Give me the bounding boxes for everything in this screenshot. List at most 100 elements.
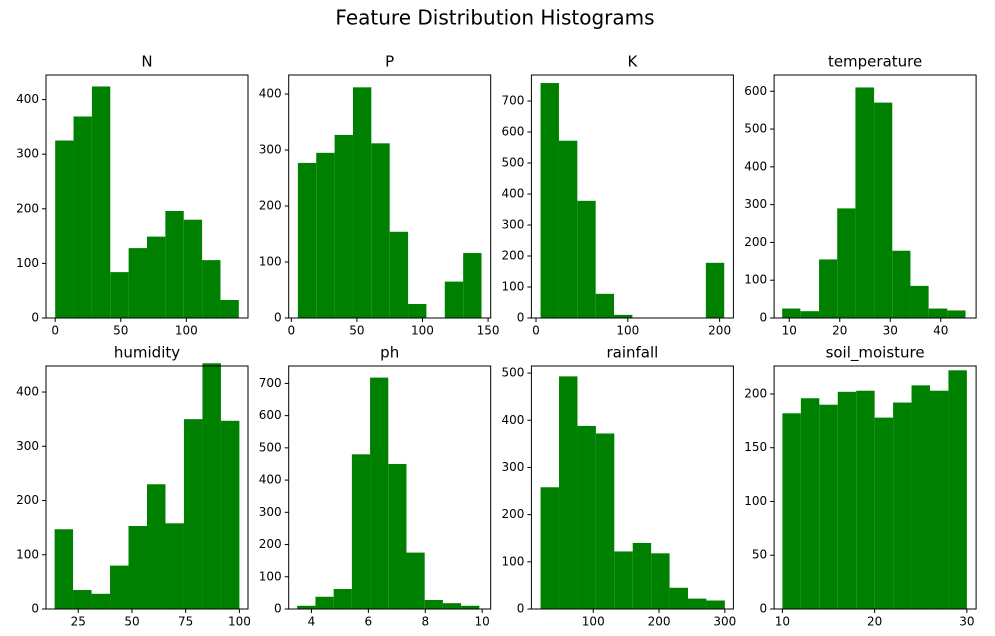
histogram-bar: [55, 140, 74, 318]
y-tick-label: 500: [501, 156, 524, 170]
histogram-bar: [408, 304, 427, 318]
histogram-bar: [928, 308, 948, 318]
y-tick-label: 100: [501, 554, 524, 568]
histogram-bar: [910, 285, 929, 318]
figure-title: Feature Distribution Histograms: [335, 6, 654, 30]
subplot: 0 100 200 300 400 500 100 200 300 rainfall: [501, 344, 736, 629]
subplot: 0 100 200 300 400 500 600 700 4 6 8 10 ph: [259, 344, 492, 629]
y-tick-label: 400: [744, 159, 767, 173]
y-tick-label: 400: [16, 92, 39, 106]
y-tick-label: 200: [501, 507, 524, 521]
x-tick-label: 100: [582, 615, 605, 629]
subplot: 0 100 200 300 400 500 600 700 0 100 200 K: [501, 53, 734, 338]
x-tick-label: 100: [411, 324, 434, 338]
histogram-bar: [333, 589, 352, 609]
histogram-bar: [929, 390, 949, 609]
y-tick-label: 500: [744, 122, 767, 136]
axes-frame: [45, 74, 249, 319]
histogram-bar: [540, 83, 559, 318]
histogram-bar: [128, 248, 147, 318]
y-tick-label: 100: [744, 494, 767, 508]
x-tick-label: 20: [832, 324, 847, 338]
histogram-bar: [595, 293, 615, 318]
histogram-bar: [855, 87, 875, 319]
x-tick-label: 0: [532, 324, 540, 338]
x-tick-label: 30: [959, 615, 974, 629]
y-tick-label: 200: [501, 249, 524, 263]
histogram-bar: [577, 200, 596, 318]
histogram-bar: [819, 259, 838, 318]
subplot-title: N: [141, 53, 152, 71]
y-tick-label: 200: [16, 201, 39, 215]
histogram-bar: [837, 208, 856, 318]
y-tick-label: 0: [517, 311, 525, 325]
histogram-bar: [782, 413, 801, 609]
x-tick-label: 10: [782, 324, 797, 338]
y-tick-label: 50: [752, 548, 767, 562]
histogram-bar: [147, 236, 166, 318]
subplot: 0 100 200 300 400 500 600 10 20 30 40 temperature: [744, 53, 977, 338]
histogram-bar: [893, 402, 912, 609]
histogram-bar: [91, 86, 111, 319]
y-tick-label: 400: [259, 473, 282, 487]
subplot-title: P: [385, 53, 394, 71]
y-tick-label: 600: [501, 125, 524, 139]
y-tick-label: 200: [16, 493, 39, 507]
y-tick-label: 200: [259, 537, 282, 551]
axes-frame: [288, 74, 492, 319]
axes-frame: [773, 74, 977, 319]
y-tick-label: 0: [759, 602, 767, 616]
y-tick-label: 400: [501, 187, 524, 201]
x-tick-label: 100: [228, 615, 251, 629]
histogram-bar: [614, 551, 633, 609]
y-tick-label: 100: [744, 273, 767, 287]
histogram-bar: [595, 433, 615, 609]
x-tick-label: 20: [867, 615, 882, 629]
axes-frame: [288, 365, 492, 610]
axes-frame: [45, 365, 249, 610]
x-tick-label: 10: [775, 615, 790, 629]
x-tick-label: 4: [308, 615, 316, 629]
x-tick-label: 40: [933, 324, 948, 338]
histogram-bar: [558, 140, 578, 318]
subplot: 0 100 200 300 400 0 50 100 150 P: [259, 53, 500, 338]
y-tick-label: 100: [259, 569, 282, 583]
y-tick-label: 0: [517, 602, 525, 616]
histogram-bar: [705, 262, 725, 318]
histogram-bar: [669, 587, 688, 609]
y-tick-label: 700: [501, 94, 524, 108]
histogram-bar: [819, 404, 838, 609]
x-tick-label: 8: [421, 615, 429, 629]
axes-frame: [530, 365, 734, 610]
subplot-title: soil_moisture: [826, 344, 925, 363]
histogram-bar: [948, 370, 967, 609]
histogram-bar: [577, 425, 596, 609]
histogram-bar: [54, 529, 74, 609]
histogram-bar: [220, 299, 239, 318]
histogram-bar: [874, 417, 894, 609]
y-tick-label: 200: [744, 386, 767, 400]
histogram-bar: [706, 600, 725, 609]
y-tick-label: 300: [259, 505, 282, 519]
subplot-title: rainfall: [606, 344, 658, 362]
histogram-bar: [874, 102, 893, 319]
y-tick-label: 300: [501, 460, 524, 474]
y-tick-label: 400: [501, 413, 524, 427]
y-tick-label: 100: [259, 255, 282, 269]
y-tick-label: 600: [259, 408, 282, 422]
histogram-bar: [632, 542, 652, 609]
histogram-bar: [444, 281, 464, 318]
histogram-bar: [800, 398, 820, 609]
histogram-bar: [947, 310, 966, 318]
histogram-bar: [147, 484, 166, 609]
x-tick-label: 25: [71, 615, 86, 629]
histogram-bar: [442, 603, 462, 609]
y-tick-label: 0: [274, 602, 282, 616]
y-tick-label: 200: [259, 199, 282, 213]
histogram-bar: [91, 593, 111, 609]
histogram-bar: [389, 231, 409, 318]
subplot-title: K: [627, 53, 638, 71]
histogram-bar: [316, 152, 335, 318]
x-tick-label: 0: [288, 324, 296, 338]
